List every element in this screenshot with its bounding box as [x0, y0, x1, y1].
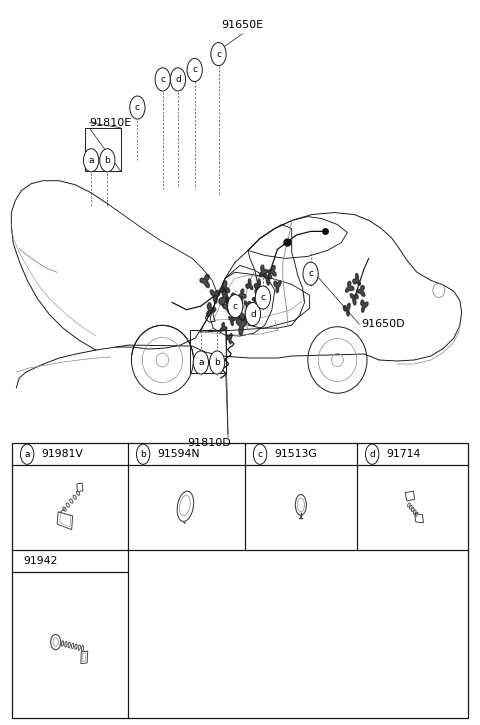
Text: c: c [160, 75, 165, 84]
Text: c: c [258, 450, 263, 459]
Polygon shape [220, 323, 227, 331]
Polygon shape [219, 288, 231, 305]
Circle shape [155, 68, 170, 91]
Polygon shape [231, 293, 240, 307]
Bar [12, 444, 468, 718]
Polygon shape [226, 297, 234, 311]
Polygon shape [350, 294, 358, 305]
Text: c: c [135, 103, 140, 112]
Circle shape [187, 59, 202, 81]
Polygon shape [236, 316, 248, 335]
Polygon shape [244, 301, 252, 311]
Polygon shape [274, 281, 281, 293]
Circle shape [303, 262, 318, 285]
Polygon shape [200, 275, 209, 288]
Polygon shape [249, 309, 256, 319]
Polygon shape [268, 265, 276, 276]
Bar [190, 330, 226, 373]
Text: b: b [140, 450, 146, 459]
Text: b: b [214, 358, 220, 367]
Text: a: a [88, 156, 94, 165]
Polygon shape [239, 289, 246, 298]
Polygon shape [232, 304, 245, 320]
Text: c: c [192, 65, 197, 75]
Polygon shape [361, 300, 368, 312]
Text: c: c [233, 302, 238, 311]
Text: 91650D: 91650D [362, 319, 405, 329]
Circle shape [209, 351, 225, 374]
Polygon shape [264, 274, 272, 285]
Text: d: d [175, 75, 181, 84]
Polygon shape [346, 281, 354, 292]
Text: 91714: 91714 [386, 450, 421, 459]
Polygon shape [223, 301, 232, 314]
Text: 91594N: 91594N [157, 450, 200, 459]
Circle shape [253, 444, 267, 464]
Text: a: a [198, 358, 204, 367]
Polygon shape [255, 287, 261, 298]
Polygon shape [254, 279, 262, 291]
Polygon shape [219, 281, 229, 293]
Circle shape [21, 444, 34, 464]
Text: c: c [261, 293, 265, 302]
Polygon shape [227, 334, 232, 344]
Text: 91810D: 91810D [187, 438, 231, 447]
Circle shape [100, 149, 115, 172]
Bar [85, 128, 120, 171]
Text: 91650E: 91650E [221, 20, 264, 30]
Circle shape [170, 68, 186, 91]
Circle shape [130, 96, 145, 119]
Polygon shape [210, 290, 220, 303]
Polygon shape [229, 317, 235, 326]
Text: d: d [369, 450, 375, 459]
Circle shape [228, 294, 243, 318]
Text: 91810E: 91810E [90, 117, 132, 128]
Text: c: c [216, 49, 221, 59]
Circle shape [245, 302, 261, 326]
Circle shape [255, 286, 271, 309]
Circle shape [365, 444, 379, 464]
Polygon shape [260, 265, 267, 277]
Text: d: d [250, 310, 256, 318]
Polygon shape [343, 303, 350, 316]
Text: a: a [24, 450, 30, 459]
Polygon shape [353, 273, 360, 286]
Polygon shape [236, 297, 243, 308]
Polygon shape [357, 286, 365, 297]
Circle shape [136, 444, 150, 464]
Text: 91942: 91942 [24, 556, 58, 566]
Circle shape [211, 43, 226, 66]
Text: 91981V: 91981V [41, 450, 84, 459]
Text: b: b [105, 156, 110, 165]
Text: 91513G: 91513G [275, 450, 317, 459]
Polygon shape [233, 297, 241, 311]
Circle shape [193, 351, 208, 374]
Polygon shape [246, 279, 253, 289]
Polygon shape [252, 295, 259, 304]
Polygon shape [206, 302, 216, 317]
Circle shape [84, 149, 99, 172]
Text: c: c [308, 269, 313, 278]
